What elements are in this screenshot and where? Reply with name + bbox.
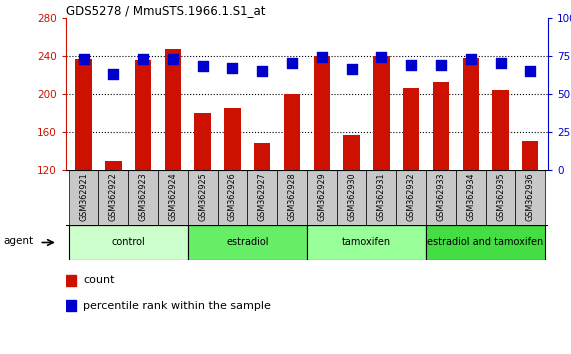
Bar (284, 94, 300, 170)
Point (377, 55, 386, 60)
Bar (516, 170, 545, 225)
Bar (373, 56, 389, 170)
Text: GSM362935: GSM362935 (496, 173, 505, 221)
Text: percentile rank within the sample: percentile rank within the sample (83, 301, 271, 310)
Text: tamoxifen: tamoxifen (342, 238, 391, 247)
Bar (337, 170, 367, 225)
Text: GSM362936: GSM362936 (526, 173, 535, 221)
Bar (98, 170, 128, 225)
Text: GSM362924: GSM362924 (168, 173, 178, 221)
Text: GSM362925: GSM362925 (198, 173, 207, 221)
Bar (396, 170, 426, 225)
Text: control: control (111, 238, 145, 247)
Bar (313, 56, 330, 170)
Text: GSM362923: GSM362923 (139, 173, 147, 221)
Bar (164, 49, 181, 170)
Bar (75, 59, 92, 170)
Text: GSM362922: GSM362922 (109, 173, 118, 221)
Bar (188, 170, 218, 225)
Point (258, 68, 267, 74)
Point (108, 71, 118, 77)
Point (79, 56, 88, 62)
Text: estradiol: estradiol (226, 238, 268, 247)
Text: GSM362928: GSM362928 (288, 173, 296, 221)
Bar (426, 225, 545, 260)
Bar (66, 300, 76, 311)
Point (168, 56, 178, 62)
Point (526, 68, 535, 74)
Bar (522, 141, 538, 170)
Point (228, 65, 237, 71)
Bar (456, 170, 485, 225)
Bar (66, 275, 76, 286)
Bar (492, 90, 509, 170)
Text: estradiol and tamoxifen: estradiol and tamoxifen (428, 238, 544, 247)
Bar (218, 170, 247, 225)
Bar (307, 170, 337, 225)
Bar (224, 108, 240, 170)
Text: agent: agent (3, 236, 34, 246)
Bar (69, 225, 188, 260)
Point (198, 64, 207, 69)
Bar (135, 59, 151, 170)
Bar (426, 170, 456, 225)
Text: GSM362931: GSM362931 (377, 173, 386, 221)
Point (436, 62, 445, 68)
Bar (247, 170, 277, 225)
Text: GSM362932: GSM362932 (407, 173, 416, 221)
Text: count: count (83, 275, 115, 285)
Point (407, 62, 416, 68)
Text: GSM362934: GSM362934 (467, 173, 475, 221)
Bar (277, 170, 307, 225)
Point (347, 67, 356, 72)
Bar (128, 170, 158, 225)
Bar (367, 170, 396, 225)
Text: GSM362929: GSM362929 (317, 173, 326, 221)
Text: GSM362933: GSM362933 (436, 173, 445, 221)
Bar (158, 170, 188, 225)
Text: GSM362921: GSM362921 (79, 173, 88, 221)
Bar (463, 58, 479, 170)
Bar (433, 82, 449, 170)
Bar (485, 170, 516, 225)
Point (317, 55, 327, 60)
Bar (188, 225, 307, 260)
Point (496, 61, 505, 66)
Bar (343, 135, 360, 170)
Text: GSM362930: GSM362930 (347, 173, 356, 221)
Point (466, 56, 475, 62)
Bar (69, 170, 98, 225)
Point (287, 61, 296, 66)
Bar (307, 225, 426, 260)
Bar (254, 143, 271, 170)
Point (139, 56, 148, 62)
Bar (195, 113, 211, 170)
Text: GDS5278 / MmuSTS.1966.1.S1_at: GDS5278 / MmuSTS.1966.1.S1_at (66, 4, 265, 17)
Bar (403, 88, 419, 170)
Text: GSM362926: GSM362926 (228, 173, 237, 221)
Bar (105, 161, 122, 170)
Text: GSM362927: GSM362927 (258, 173, 267, 221)
